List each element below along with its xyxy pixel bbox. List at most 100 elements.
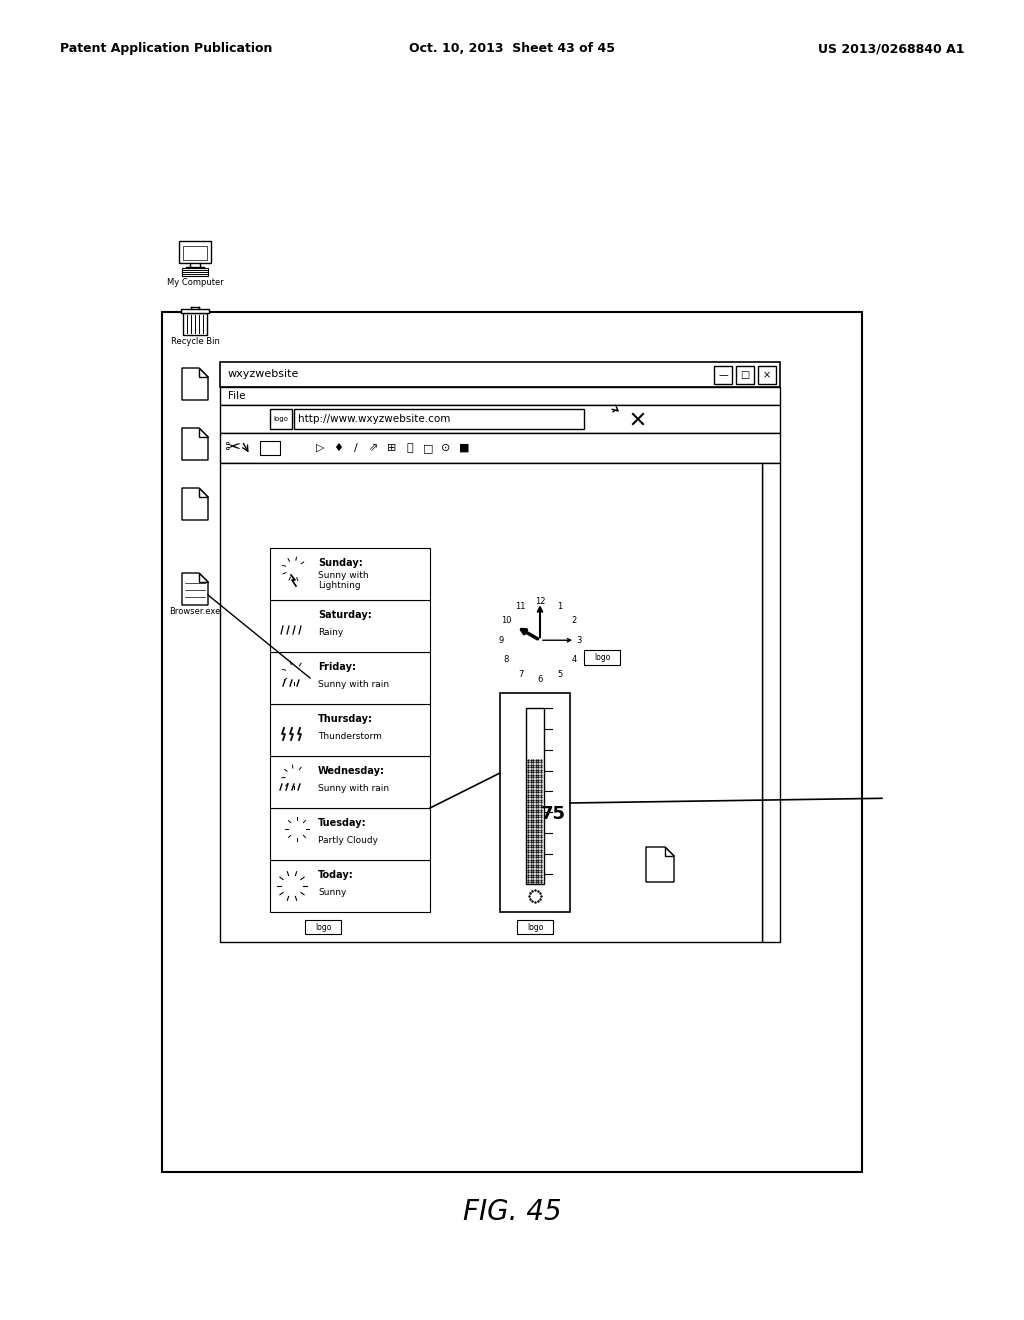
FancyBboxPatch shape xyxy=(275,829,309,845)
Text: Today:: Today: xyxy=(318,870,353,879)
Polygon shape xyxy=(162,312,862,1172)
Polygon shape xyxy=(665,847,674,855)
Text: 6: 6 xyxy=(538,675,543,684)
Polygon shape xyxy=(500,693,570,912)
Circle shape xyxy=(628,409,648,429)
Polygon shape xyxy=(238,409,246,429)
Polygon shape xyxy=(517,920,553,935)
Text: 10: 10 xyxy=(501,616,511,626)
Text: Rainy: Rainy xyxy=(318,628,343,636)
Text: FIG. 45: FIG. 45 xyxy=(463,1199,561,1226)
Circle shape xyxy=(283,876,301,895)
Text: Browser.exe: Browser.exe xyxy=(169,607,221,616)
Text: 1: 1 xyxy=(557,602,562,611)
Text: Saturday:: Saturday: xyxy=(318,610,372,619)
Polygon shape xyxy=(305,920,341,935)
Text: 11: 11 xyxy=(515,602,525,611)
Text: logo: logo xyxy=(314,923,331,932)
Text: ⊙: ⊙ xyxy=(441,444,451,453)
Text: Sunny with
Lightning: Sunny with Lightning xyxy=(318,570,369,590)
Text: Wednesday:: Wednesday: xyxy=(318,766,385,776)
Text: Thunderstorm: Thunderstorm xyxy=(318,731,382,741)
Polygon shape xyxy=(736,366,754,384)
Text: logo: logo xyxy=(526,923,543,932)
Text: ■: ■ xyxy=(459,444,469,453)
Polygon shape xyxy=(294,409,584,429)
Polygon shape xyxy=(182,428,208,459)
Polygon shape xyxy=(199,428,208,437)
Text: http://www.wxyzwebsite.com: http://www.wxyzwebsite.com xyxy=(298,414,451,424)
FancyBboxPatch shape xyxy=(275,715,309,731)
Text: □: □ xyxy=(423,444,433,453)
Polygon shape xyxy=(714,366,732,384)
Text: ✂: ✂ xyxy=(224,438,241,458)
Text: 5: 5 xyxy=(557,669,562,678)
Text: My Computer: My Computer xyxy=(167,279,223,286)
Polygon shape xyxy=(584,651,620,665)
Polygon shape xyxy=(199,368,208,378)
Circle shape xyxy=(493,593,587,688)
FancyBboxPatch shape xyxy=(275,611,309,627)
Text: Tuesday:: Tuesday: xyxy=(318,817,367,828)
Polygon shape xyxy=(270,756,430,808)
Circle shape xyxy=(606,409,626,429)
Polygon shape xyxy=(270,652,430,704)
Polygon shape xyxy=(270,861,430,912)
Text: Thursday:: Thursday: xyxy=(318,714,373,723)
Text: 75: 75 xyxy=(541,805,565,822)
Text: File: File xyxy=(228,391,246,401)
Text: ⊞: ⊞ xyxy=(387,444,396,453)
Text: 3: 3 xyxy=(577,636,582,644)
Polygon shape xyxy=(260,441,280,455)
Polygon shape xyxy=(646,847,674,882)
Text: Partly Cloudy: Partly Cloudy xyxy=(318,836,378,845)
Polygon shape xyxy=(179,242,211,263)
Polygon shape xyxy=(220,362,780,387)
Circle shape xyxy=(488,589,592,692)
Polygon shape xyxy=(182,573,208,605)
Circle shape xyxy=(537,638,543,643)
Circle shape xyxy=(519,880,551,912)
Ellipse shape xyxy=(285,441,305,455)
Text: ×: × xyxy=(763,370,771,380)
Text: wxyzwebsite: wxyzwebsite xyxy=(228,370,299,379)
Text: /: / xyxy=(354,444,357,453)
Polygon shape xyxy=(763,465,779,477)
Polygon shape xyxy=(182,268,208,276)
Polygon shape xyxy=(526,708,544,884)
Polygon shape xyxy=(183,246,207,260)
Polygon shape xyxy=(763,928,779,940)
Text: logo: logo xyxy=(273,416,289,422)
Polygon shape xyxy=(758,366,776,384)
Text: logo: logo xyxy=(594,652,610,661)
Text: □: □ xyxy=(740,370,750,380)
Polygon shape xyxy=(199,488,208,498)
Text: 4: 4 xyxy=(571,655,577,664)
Circle shape xyxy=(287,667,301,680)
Polygon shape xyxy=(181,309,209,313)
Text: 12: 12 xyxy=(535,597,545,606)
Polygon shape xyxy=(270,601,430,652)
Text: ♦: ♦ xyxy=(333,444,343,453)
Text: Sunny with rain: Sunny with rain xyxy=(318,784,389,793)
Text: US 2013/0268840 A1: US 2013/0268840 A1 xyxy=(817,42,964,55)
Polygon shape xyxy=(270,548,430,601)
Text: Patent Application Publication: Patent Application Publication xyxy=(60,42,272,55)
Text: ⇗: ⇗ xyxy=(370,444,379,453)
Text: Sunday:: Sunday: xyxy=(318,557,362,568)
Polygon shape xyxy=(199,573,208,582)
Text: 8: 8 xyxy=(504,655,509,664)
Polygon shape xyxy=(254,409,262,429)
Circle shape xyxy=(287,770,301,784)
Polygon shape xyxy=(220,405,780,433)
Text: 9: 9 xyxy=(499,636,504,644)
Polygon shape xyxy=(762,463,780,942)
Text: ✋: ✋ xyxy=(407,444,414,453)
Polygon shape xyxy=(270,409,292,429)
Text: Oct. 10, 2013  Sheet 43 of 45: Oct. 10, 2013 Sheet 43 of 45 xyxy=(409,42,615,55)
Polygon shape xyxy=(183,313,207,335)
Text: Sunny with rain: Sunny with rain xyxy=(318,680,389,689)
Polygon shape xyxy=(270,808,430,861)
Polygon shape xyxy=(182,368,208,400)
Polygon shape xyxy=(220,387,780,405)
